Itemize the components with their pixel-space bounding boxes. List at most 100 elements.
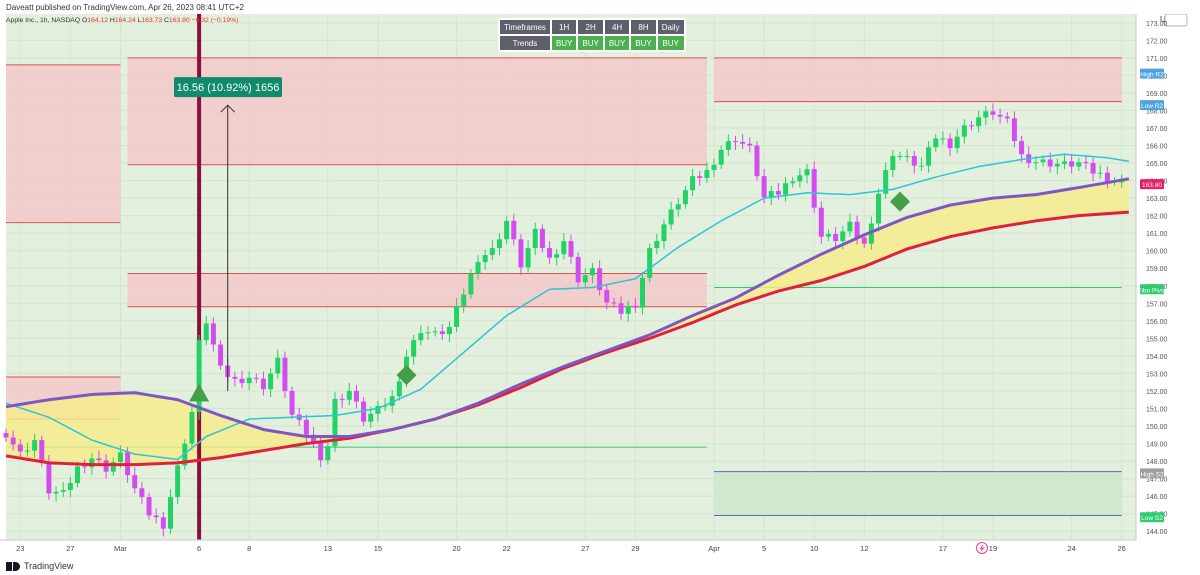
measure-arrow [220, 104, 236, 113]
candle [990, 111, 996, 115]
y-tick-label: 172.00 [1146, 38, 1168, 45]
candle [933, 138, 939, 148]
candle [260, 378, 266, 390]
y-tick-label: 151.00 [1146, 407, 1168, 414]
candle [1011, 118, 1017, 142]
ohlc-legend-part: 163.80 [169, 17, 192, 24]
x-tick-label: 10 [810, 544, 818, 553]
candle [768, 191, 774, 198]
candle [189, 412, 195, 444]
candle [475, 262, 481, 274]
price-axis-badge-label: High R2 [1140, 72, 1164, 79]
y-tick-label: 161.00 [1146, 231, 1168, 238]
candle [89, 458, 95, 468]
candle [504, 220, 510, 240]
price-axis-badge-label: Low R2 [1141, 103, 1163, 110]
candle [976, 117, 982, 127]
y-tick-label: 147.00 [1146, 477, 1168, 484]
candle [282, 357, 288, 391]
slow-ma-purple-line [5, 177, 1130, 439]
candle [511, 220, 517, 240]
trend-table-cell: 4H [604, 20, 630, 34]
time-axis [0, 540, 1136, 556]
candle [218, 344, 224, 366]
candle [439, 331, 445, 334]
candle [847, 221, 853, 232]
candle [525, 248, 531, 268]
candle [75, 466, 81, 484]
x-tick-label: 23 [16, 544, 24, 553]
price-axis-badge [1140, 468, 1164, 479]
candle [146, 497, 152, 516]
candle [153, 515, 159, 518]
candle [604, 290, 610, 303]
candle [597, 268, 603, 291]
candle [346, 390, 352, 400]
candle [1097, 172, 1103, 174]
candle [926, 147, 932, 166]
buy-signal-triangle [189, 383, 210, 402]
candle [160, 517, 166, 529]
candle [1069, 161, 1075, 167]
candle [1104, 172, 1110, 182]
candle [890, 156, 896, 171]
x-tick-label: 20 [452, 544, 460, 553]
candle [1083, 162, 1089, 164]
candle [339, 398, 345, 400]
candle [539, 228, 545, 249]
ohlc-legend-part: H [110, 17, 115, 24]
x-tick-label: 22 [502, 544, 510, 553]
candle [568, 241, 574, 257]
candle [96, 458, 102, 461]
candle [275, 357, 281, 374]
candle [253, 377, 259, 379]
x-tick-label: Apr [708, 544, 720, 553]
candle [432, 331, 438, 333]
y-tick-label: 159.00 [1146, 266, 1168, 273]
axis-settings-icon[interactable] [1164, 13, 1188, 27]
y-tick-label: 163.00 [1146, 196, 1168, 203]
candle [389, 396, 395, 406]
x-tick-label: 27 [581, 544, 589, 553]
candle [139, 488, 145, 498]
candle [353, 390, 359, 402]
y-tick-label: 156.00 [1146, 319, 1168, 326]
y-tick-label: 165.00 [1146, 161, 1168, 168]
candle [496, 239, 502, 249]
candle [1019, 141, 1025, 155]
candle [783, 183, 789, 195]
y-tick-label: 152.00 [1146, 389, 1168, 396]
support-zone [714, 471, 1122, 516]
candle [547, 248, 553, 258]
candle [825, 234, 831, 237]
candle [697, 176, 703, 178]
candle [239, 378, 245, 384]
tradingview-logo[interactable]: TradingView [6, 561, 74, 571]
candle [1004, 116, 1010, 119]
candle [82, 466, 88, 468]
trend-table-row-trends: Trends BUY BUY BUY BUY BUY [500, 36, 684, 50]
x-tick-label: 27 [66, 544, 74, 553]
y-tick-label: 153.00 [1146, 371, 1168, 378]
candle [711, 164, 717, 171]
ohlc-legend-part: −0.32 (−0.19%) [192, 17, 239, 24]
brand-name: TradingView [24, 561, 74, 571]
candle [175, 465, 181, 498]
candle [53, 491, 59, 494]
trend-table-cell: BUY [551, 36, 577, 50]
candle [718, 149, 724, 165]
candle [790, 181, 796, 184]
candle [983, 111, 989, 118]
trend-table: Timeframes 1H 2H 4H 8H Daily Trends BUY … [498, 18, 686, 52]
price-axis-badge [1140, 179, 1164, 190]
candle [203, 323, 209, 341]
candle [732, 141, 738, 143]
slow-ma-red-line [5, 210, 1129, 467]
trend-table-cell: BUY [578, 36, 603, 50]
candle [461, 294, 467, 306]
candle [797, 175, 803, 182]
ohlc-legend: Apple Inc., 1h, NASDAQ O164.12 H164.24 L… [6, 17, 238, 24]
candle [682, 190, 688, 205]
candle [554, 254, 560, 258]
